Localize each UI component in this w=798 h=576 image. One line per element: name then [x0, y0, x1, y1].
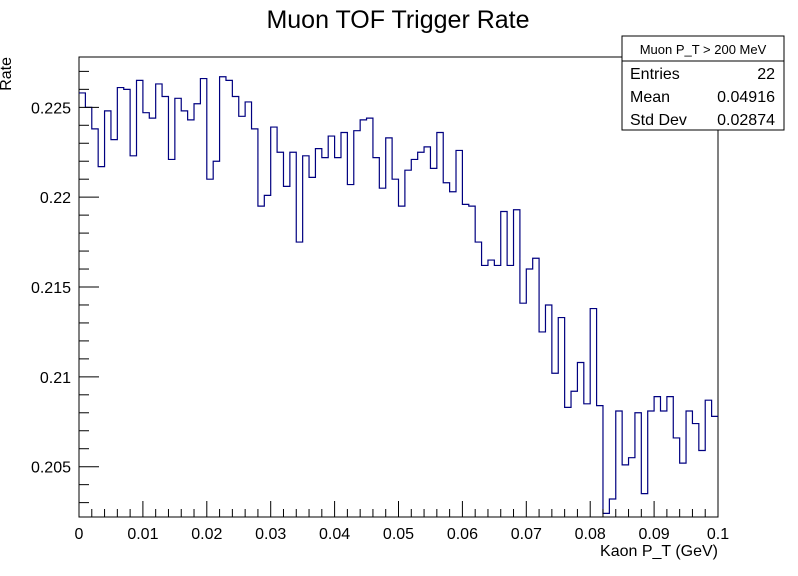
stats-mean-value: 0.04916 — [717, 89, 775, 106]
histogram-line — [79, 76, 718, 515]
stats-box-frame — [621, 35, 785, 131]
stats-entries-label: Entries — [630, 66, 680, 83]
x-tick-label: 0.02 — [191, 526, 222, 543]
x-axis-title: Kaon P_T (GeV) — [600, 543, 718, 560]
y-tick-label: 0.225 — [31, 100, 71, 117]
x-tick-label: 0 — [75, 526, 84, 543]
y-tick-label: 0.215 — [31, 280, 71, 297]
y-tick-label: 0.22 — [40, 190, 71, 207]
y-tick-label: 0.21 — [40, 370, 71, 387]
stats-entries-value: 22 — [757, 66, 775, 83]
x-tick-label: 0.03 — [255, 526, 286, 543]
x-tick-label: 0.1 — [707, 526, 729, 543]
stats-stddev-value: 0.02874 — [717, 112, 775, 129]
stats-mean-label: Mean — [630, 89, 670, 106]
y-axis: 0.205 0.21 0.215 0.22 0.225 — [31, 70, 99, 504]
x-tick-label: 0.04 — [319, 526, 350, 543]
x-tick-label: 0.05 — [383, 526, 414, 543]
x-tick-label: 0.01 — [127, 526, 158, 543]
x-tick-label: 0.07 — [511, 526, 542, 543]
x-tick-label: 0.06 — [447, 526, 478, 543]
stats-stddev-label: Std Dev — [630, 112, 687, 129]
chart-title: Muon TOF Trigger Rate — [266, 6, 529, 34]
x-tick-label: 0.09 — [639, 526, 670, 543]
stats-box: Muon P_T > 200 MeV Entries 22 Mean 0.049… — [621, 35, 785, 131]
y-tick-label: 0.205 — [31, 460, 71, 477]
x-tick-label: 0.08 — [575, 526, 606, 543]
plot-frame — [78, 56, 719, 518]
x-axis: 0 0.01 0.02 0.03 0.04 0.05 0.06 0.07 0.08 0.09 0.1 — [75, 501, 729, 543]
stats-box-title: Muon P_T > 200 MeV — [640, 42, 767, 57]
y-axis-title: Rate — [0, 57, 15, 91]
